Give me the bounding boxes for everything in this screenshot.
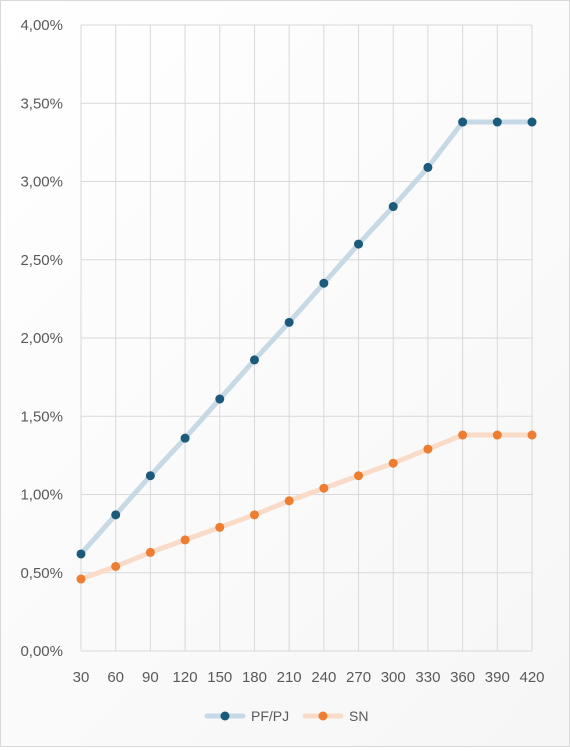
- data-point: [527, 430, 537, 440]
- data-point: [215, 394, 225, 404]
- y-tick-label: 1,00%: [20, 487, 63, 504]
- legend-label-0: PF/PJ: [251, 708, 289, 724]
- legend: PF/PJ SN: [204, 708, 368, 724]
- x-tick-label: 360: [450, 669, 475, 686]
- data-point: [458, 430, 468, 440]
- y-tick-label: 2,50%: [20, 252, 63, 269]
- data-point: [388, 458, 398, 468]
- x-tick-label: 300: [381, 669, 406, 686]
- data-point: [319, 483, 329, 493]
- x-tick-label: 120: [173, 669, 198, 686]
- data-point: [527, 117, 537, 127]
- data-point: [388, 202, 398, 212]
- legend-marker-1: [318, 711, 328, 721]
- y-tick-label: 0,00%: [20, 643, 63, 660]
- x-tick-label: 60: [107, 669, 124, 686]
- data-point: [145, 547, 155, 557]
- gridlines: [80, 24, 533, 652]
- series-layer: [76, 117, 537, 584]
- data-point: [145, 471, 155, 481]
- x-tick-label: 210: [277, 669, 302, 686]
- data-point: [319, 278, 329, 288]
- x-tick-label: 390: [485, 669, 510, 686]
- legend-marker-0: [220, 711, 230, 721]
- x-tick-label: 90: [142, 669, 159, 686]
- x-tick-label: 150: [207, 669, 232, 686]
- y-tick-label: 4,00%: [20, 17, 63, 34]
- data-point: [215, 522, 225, 532]
- x-tick-label: 30: [73, 669, 90, 686]
- data-point: [76, 549, 86, 559]
- x-tick-label: 270: [346, 669, 371, 686]
- data-point: [458, 117, 468, 127]
- x-tick-label: 240: [311, 669, 336, 686]
- x-tick-label: 180: [242, 669, 267, 686]
- data-point: [180, 535, 190, 545]
- data-point: [492, 430, 502, 440]
- x-tick-label: 420: [519, 669, 544, 686]
- data-point: [284, 317, 294, 327]
- data-point: [423, 162, 433, 172]
- data-point: [284, 496, 294, 506]
- data-point: [492, 117, 502, 127]
- x-axis-tick-labels: 30 60 90 120 150 180 210 240 270 300 330 360 390 420: [73, 669, 545, 686]
- y-tick-label: 0,50%: [20, 565, 63, 582]
- data-point: [76, 574, 86, 584]
- data-point: [249, 510, 259, 520]
- y-axis-tick-labels: 0,00% 0,50% 1,00% 1,50% 2,00% 2,50% 3,00% 3,50%…: [20, 17, 63, 660]
- legend-label-1: SN: [349, 708, 368, 724]
- data-point: [423, 444, 433, 454]
- data-point: [354, 471, 364, 481]
- y-tick-label: 3,50%: [20, 95, 63, 112]
- y-tick-label: 2,00%: [20, 330, 63, 347]
- y-tick-label: 1,50%: [20, 408, 63, 425]
- x-tick-label: 330: [415, 669, 440, 686]
- data-point: [249, 355, 259, 365]
- data-point: [180, 433, 190, 443]
- data-point: [111, 561, 121, 571]
- data-point: [111, 510, 121, 520]
- series-line-1: [78, 432, 535, 582]
- y-tick-label: 3,00%: [20, 174, 63, 191]
- data-point: [354, 239, 364, 249]
- series-line-0: [78, 119, 535, 557]
